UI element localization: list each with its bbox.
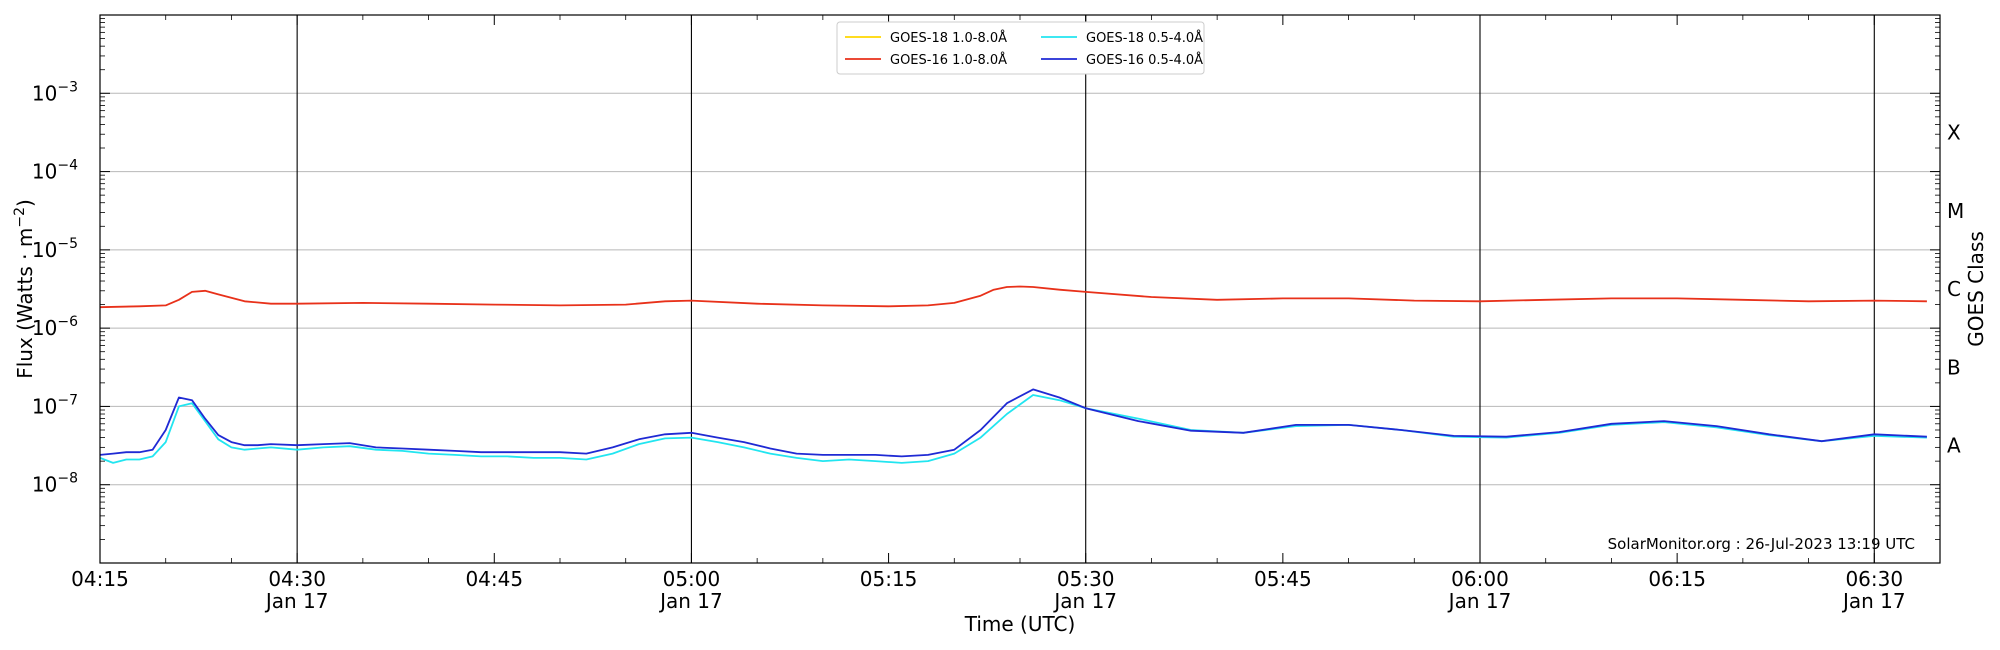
y-tick-label-exponent: −5 (57, 236, 78, 252)
y-tick-label-exponent: −8 (57, 471, 78, 487)
y-tick-label-base: 10 (32, 238, 57, 262)
y-tick-label-base: 10 (32, 160, 57, 184)
x-tick-label-time: 04:15 (71, 567, 129, 591)
y-tick-label: 10−4 (32, 158, 78, 184)
x-tick-label-date: Jan 17 (1841, 589, 1906, 613)
x-tick-label-time: 05:15 (860, 567, 918, 591)
legend-entry-label: GOES-16 0.5-4.0Å (1086, 52, 1203, 68)
legend-entry-label: GOES-18 0.5-4.0Å (1086, 30, 1203, 46)
goes-class-label: A (1947, 434, 1961, 458)
x-tick-label-date: Jan 17 (1447, 589, 1512, 613)
flux-series (99, 285, 1927, 464)
grid-lines (100, 92, 1940, 486)
y-tick-label-exponent: −6 (57, 314, 78, 330)
goes-class-label: M (1947, 199, 1964, 223)
x-tick-label-time: 06:00 (1451, 567, 1509, 591)
y-tick-label: 10−7 (32, 392, 78, 418)
day-vertical-lines (296, 15, 1875, 563)
y-tick-label-base: 10 (32, 473, 57, 497)
y-tick-label-exponent: −7 (57, 392, 78, 408)
x-tick-label-time: 05:30 (1057, 567, 1115, 591)
y-tick-label: 10−8 (32, 471, 78, 497)
y-tick-label-exponent: −4 (57, 158, 78, 174)
goes-class-label: B (1947, 355, 1961, 379)
x-tick-label-date: Jan 17 (1052, 589, 1117, 613)
y-tick-label: 10−6 (32, 314, 78, 340)
y-axis-label-sup: −2 (12, 207, 28, 228)
y-tick-label-base: 10 (32, 316, 57, 340)
y-tick-label: 10−5 (32, 236, 78, 262)
goes-class-label: C (1947, 277, 1961, 301)
y-tick-label: 10−3 (32, 79, 78, 105)
goes-class-label: X (1947, 121, 1961, 145)
x-tick-label-time: 05:45 (1254, 567, 1312, 591)
legend-entry-label: GOES-16 1.0-8.0Å (890, 52, 1007, 68)
goes-class-axis-label: GOES Class (1964, 231, 1988, 347)
y-axis-label-main: Flux (Watts · m (13, 228, 37, 379)
legend: GOES-18 1.0-8.0Å GOES-16 1.0-8.0Å GOES-18 … (836, 21, 1205, 75)
legend-entry-label: GOES-18 1.0-8.0Å (890, 30, 1007, 46)
solarmonitor-annotation: SolarMonitor.org : 26-Jul-2023 13:19 UTC (1608, 535, 1915, 553)
x-tick-label-date: Jan 17 (658, 589, 723, 613)
x-tick-label-time: 04:30 (268, 567, 326, 591)
y-axis-label: Flux (Watts · m−2) (12, 199, 37, 379)
series-line-goes-18-0-5-4-0- (99, 394, 1927, 464)
series-line-goes-16-1-0-8-0- (99, 285, 1927, 309)
y-axis-label-close: ) (13, 199, 37, 207)
x-axis-label: Time (UTC) (964, 612, 1076, 636)
y-tick-label-base: 10 (32, 394, 57, 418)
series-line-goes-16-0-5-4-0- (99, 388, 1927, 458)
legend-box (836, 21, 1205, 75)
x-tick-label-date: Jan 17 (264, 589, 329, 613)
x-tick-label-time: 04:45 (465, 567, 523, 591)
y-tick-label-base: 10 (32, 81, 57, 105)
x-tick-label-time: 06:30 (1845, 567, 1903, 591)
y-tick-label-exponent: −3 (57, 79, 78, 95)
x-tick-label-time: 06:15 (1648, 567, 1706, 591)
plot-frame (99, 14, 1941, 564)
x-tick-label-time: 05:00 (663, 567, 721, 591)
